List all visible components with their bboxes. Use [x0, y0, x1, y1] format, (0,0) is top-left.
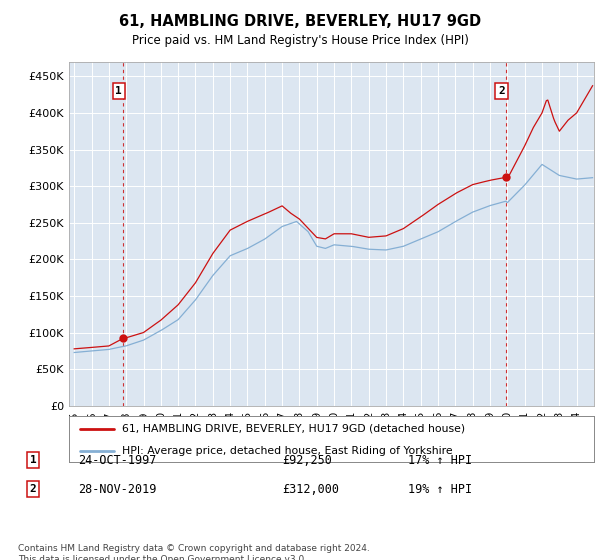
- Text: 1: 1: [115, 86, 122, 96]
- Text: Price paid vs. HM Land Registry's House Price Index (HPI): Price paid vs. HM Land Registry's House …: [131, 34, 469, 46]
- Text: Contains HM Land Registry data © Crown copyright and database right 2024.
This d: Contains HM Land Registry data © Crown c…: [18, 544, 370, 560]
- Text: £92,250: £92,250: [282, 454, 332, 466]
- Text: 28-NOV-2019: 28-NOV-2019: [78, 483, 157, 496]
- Text: 61, HAMBLING DRIVE, BEVERLEY, HU17 9GD: 61, HAMBLING DRIVE, BEVERLEY, HU17 9GD: [119, 14, 481, 29]
- Text: 1: 1: [29, 455, 37, 465]
- Text: £312,000: £312,000: [282, 483, 339, 496]
- Text: 19% ↑ HPI: 19% ↑ HPI: [408, 483, 472, 496]
- Text: 2: 2: [29, 484, 37, 494]
- Text: HPI: Average price, detached house, East Riding of Yorkshire: HPI: Average price, detached house, East…: [121, 446, 452, 455]
- Text: 2: 2: [498, 86, 505, 96]
- Text: 61, HAMBLING DRIVE, BEVERLEY, HU17 9GD (detached house): 61, HAMBLING DRIVE, BEVERLEY, HU17 9GD (…: [121, 424, 464, 434]
- Text: 24-OCT-1997: 24-OCT-1997: [78, 454, 157, 466]
- Text: 17% ↑ HPI: 17% ↑ HPI: [408, 454, 472, 466]
